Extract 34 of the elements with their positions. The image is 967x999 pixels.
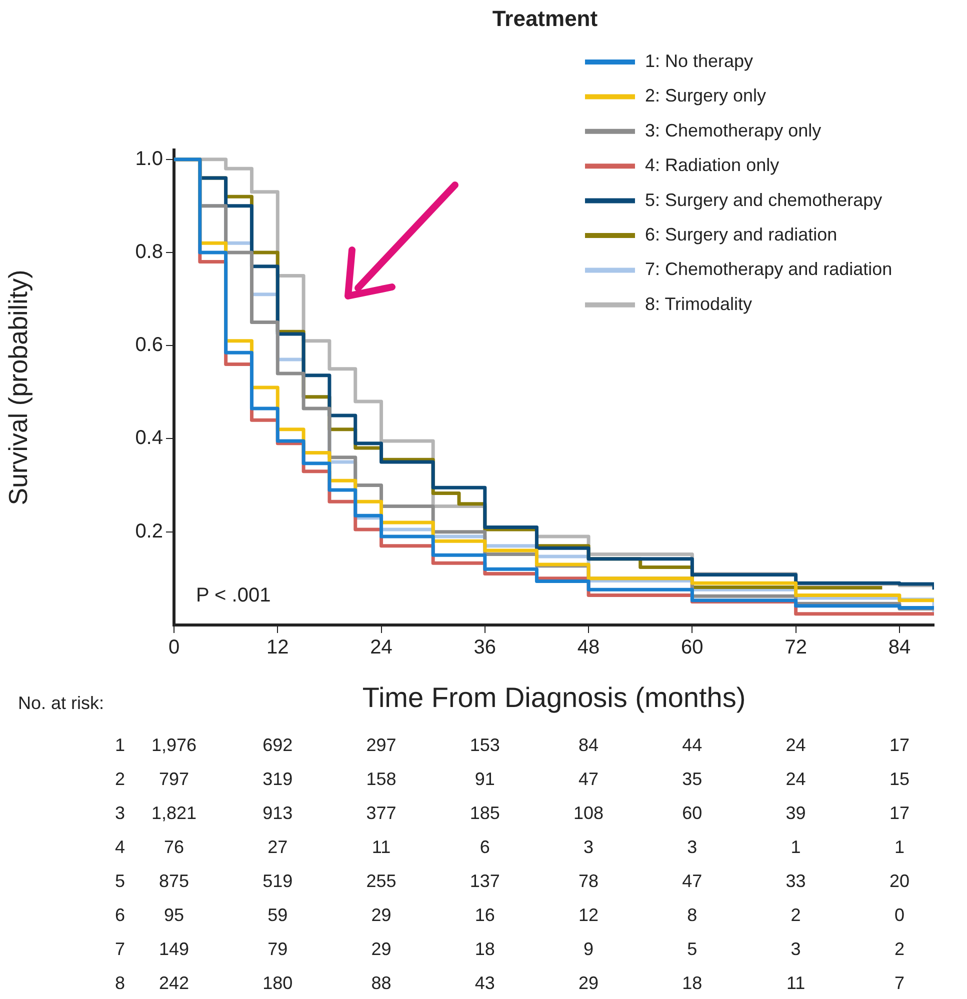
text: 3 1,821 913 377 185 108 60 39 17 xyxy=(114,803,910,823)
x-tick-label: 72 xyxy=(784,636,807,659)
x-tick-label: 24 xyxy=(370,636,392,659)
x-tick-label: 12 xyxy=(266,636,289,659)
y-axis-title: Survival (probability) xyxy=(2,270,33,506)
x-tick-label: 48 xyxy=(577,636,600,659)
legend-title: Treatment xyxy=(492,6,598,32)
text: 4 76 27 11 6 3 3 1 1 xyxy=(114,837,904,857)
text: 6 95 59 29 16 12 8 2 0 xyxy=(114,905,904,925)
legend-label: 3: Chemotherapy only xyxy=(645,120,822,140)
y-tick-label: 0.8 xyxy=(135,240,163,263)
x-tick-label: 60 xyxy=(681,636,704,659)
annotation: P < .001 xyxy=(196,584,271,607)
y-tick-label: 0.6 xyxy=(135,334,163,356)
text: No. at risk: xyxy=(18,693,104,714)
legend-label: 4: Radiation only xyxy=(645,155,780,176)
text: 7 149 79 29 18 9 5 3 2 xyxy=(114,939,904,959)
legend-label: 7: Chemotherapy and radiation xyxy=(645,259,892,280)
legend-label: 2: Surgery only xyxy=(645,86,766,106)
legend-label: 6: Surgery and radiation xyxy=(645,224,838,244)
legend-label: 8: Trimodality xyxy=(645,294,752,314)
text: 8 242 180 88 43 29 18 11 7 xyxy=(114,973,904,993)
text: 1 1,976 692 297 153 84 44 24 17 xyxy=(114,735,910,755)
text: 2 797 319 158 91 47 35 24 15 xyxy=(114,769,910,789)
text: 5 875 519 255 137 78 47 33 20 xyxy=(114,871,910,891)
legend-label: 5: Surgery and chemotherapy xyxy=(645,190,882,210)
legend-label: 1: No therapy xyxy=(645,50,754,71)
x-axis-title: Time From Diagnosis (months) xyxy=(362,682,746,713)
y-tick-label: 0.2 xyxy=(135,520,163,542)
y-tick-label: 0.4 xyxy=(135,427,163,450)
x-tick-label: 36 xyxy=(474,636,496,659)
x-tick-label: 84 xyxy=(888,636,911,659)
x-tick-label: 0 xyxy=(168,636,180,659)
y-tick-label: 1.0 xyxy=(135,148,163,170)
